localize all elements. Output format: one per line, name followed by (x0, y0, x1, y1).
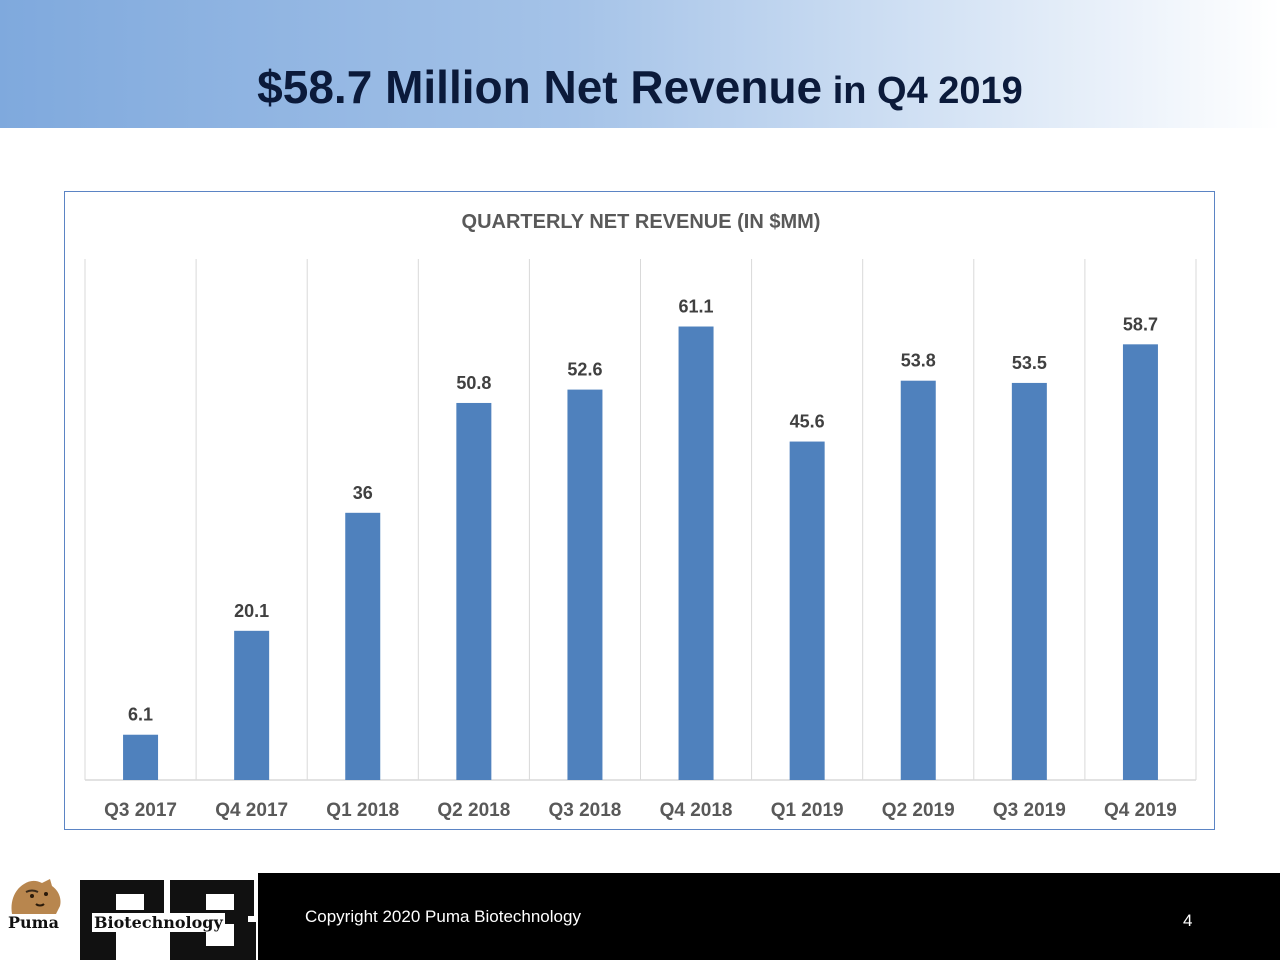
data-label-7: 53.8 (901, 351, 936, 371)
data-label-9: 58.7 (1123, 314, 1158, 334)
bar-9 (1122, 344, 1158, 780)
bar-6 (789, 441, 825, 780)
bar-4 (567, 389, 603, 780)
bar-1 (234, 630, 270, 780)
x-tick-label-9: Q4 2019 (1104, 800, 1177, 821)
puma-head-icon (11, 879, 61, 914)
data-label-3: 50.8 (456, 373, 491, 393)
data-label-1: 20.1 (234, 601, 269, 621)
slide-title: $58.7 Million Net Revenue in Q4 2019 (0, 60, 1280, 114)
data-label-0: 6.1 (128, 705, 153, 725)
x-tick-label-2: Q1 2018 (326, 800, 399, 821)
chart-title: QUARTERLY NET REVENUE (IN $MM) (462, 211, 821, 233)
bar-5 (678, 326, 714, 780)
revenue-bar-chart: QUARTERLY NET REVENUE (IN $MM) 6.1 Q3 201… (84, 211, 1197, 821)
x-tick-label-0: Q3 2017 (104, 800, 177, 821)
x-tick-label-4: Q3 2018 (548, 800, 621, 821)
x-tick-label-1: Q4 2017 (215, 800, 288, 821)
slide-title-sub: in Q4 2019 (822, 70, 1023, 112)
data-label-8: 53.5 (1012, 353, 1047, 373)
bar-3 (456, 402, 492, 780)
header-band (0, 0, 1280, 128)
data-label-6: 45.6 (790, 412, 825, 432)
bar-2 (345, 512, 381, 780)
data-label-4: 52.6 (567, 360, 602, 380)
slide-title-main: $58.7 Million Net Revenue (257, 61, 823, 113)
x-tick-label-3: Q2 2018 (437, 800, 510, 821)
data-label-2: 36 (353, 483, 373, 503)
bar-7 (900, 380, 936, 780)
logo-text-biotechnology: Biotechnology (92, 913, 225, 932)
x-tick-label-5: Q4 2018 (660, 800, 733, 821)
x-tick-label-7: Q2 2019 (882, 800, 955, 821)
page-number: 4 (1183, 911, 1193, 930)
x-tick-label-6: Q1 2019 (771, 800, 844, 821)
logo-text-puma: Puma (8, 913, 59, 932)
bar-8 (1011, 382, 1047, 780)
chart-frame: QUARTERLY NET REVENUE (IN $MM) 6.1 Q3 201… (64, 191, 1215, 830)
x-tick-label-8: Q3 2019 (993, 800, 1066, 821)
copyright-text: Copyright 2020 Puma Biotechnology (305, 907, 581, 926)
bar-0 (123, 734, 159, 780)
data-label-5: 61.1 (679, 297, 714, 317)
